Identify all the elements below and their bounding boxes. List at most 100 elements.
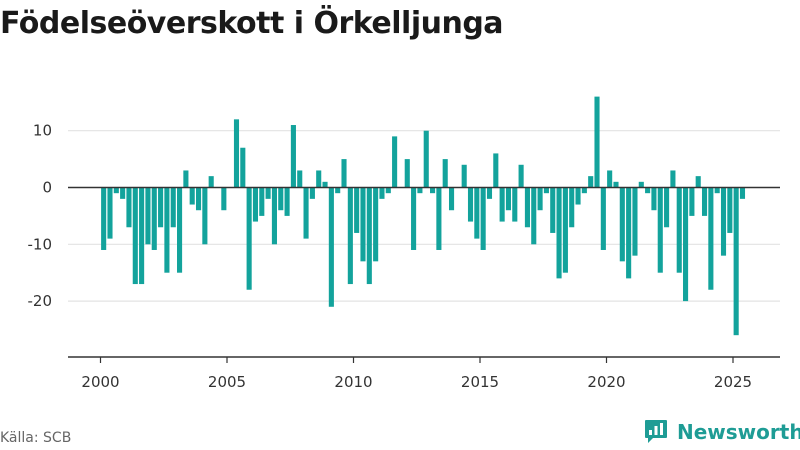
x-tick-label: 2005 xyxy=(208,373,246,391)
bar xyxy=(202,187,208,245)
bar xyxy=(727,187,733,233)
bar xyxy=(151,187,157,250)
bar xyxy=(512,187,518,222)
bar xyxy=(335,187,341,194)
x-tick-labels: 2000 2005 2010 2015 2020 2025 xyxy=(81,357,752,391)
source-note: Källa: SCB xyxy=(0,430,72,446)
bar xyxy=(411,187,417,250)
y-tick-label: 0 xyxy=(42,179,52,197)
bar xyxy=(423,130,429,188)
bar xyxy=(322,181,328,188)
y-tick-label: -20 xyxy=(28,292,53,310)
x-tick-label: 2025 xyxy=(714,373,752,391)
bar xyxy=(145,187,151,245)
bar xyxy=(290,125,296,188)
x-tick-label: 2020 xyxy=(587,373,625,391)
bar xyxy=(714,187,720,194)
x-tick-label: 2000 xyxy=(81,373,119,391)
y-tick-labels: -20 -10 0 10 xyxy=(28,122,53,310)
bar xyxy=(328,187,334,307)
bar xyxy=(385,187,391,194)
newsworthy-logo: Newsworthy xyxy=(644,419,800,445)
bar xyxy=(581,187,587,194)
bar xyxy=(518,164,524,188)
bar xyxy=(139,187,145,285)
bar xyxy=(524,187,530,228)
bar xyxy=(695,176,701,188)
bar xyxy=(373,187,379,262)
chart-title: Födelseöverskott i Örkelljunga xyxy=(0,6,504,41)
bar xyxy=(208,176,214,188)
bar xyxy=(284,187,290,216)
bar xyxy=(417,187,423,194)
bar xyxy=(132,187,138,285)
bar xyxy=(278,187,284,211)
bar xyxy=(613,181,619,188)
bar xyxy=(158,187,164,228)
bar xyxy=(170,187,176,228)
bar xyxy=(436,187,442,250)
x-tick-label: 2010 xyxy=(334,373,372,391)
brand-name: Newsworthy xyxy=(677,420,800,444)
bar xyxy=(303,187,309,239)
bar xyxy=(701,187,708,216)
bar xyxy=(233,119,240,188)
bar xyxy=(240,147,246,188)
bar xyxy=(316,170,322,188)
bar xyxy=(556,187,562,279)
bar xyxy=(670,170,676,188)
bars xyxy=(101,96,746,336)
x-tick-label: 2015 xyxy=(461,373,499,391)
bar xyxy=(259,187,265,216)
bar xyxy=(252,187,259,222)
y-tick-label: 10 xyxy=(33,122,52,140)
bar xyxy=(486,187,493,199)
bar xyxy=(575,187,581,205)
bar xyxy=(126,187,132,228)
bar xyxy=(404,159,410,188)
bar xyxy=(619,187,625,262)
bar xyxy=(442,159,448,188)
newsworthy-logo-icon xyxy=(645,420,667,443)
bar xyxy=(461,164,467,188)
bar xyxy=(531,187,537,245)
bar xyxy=(505,187,512,211)
bar xyxy=(246,187,252,290)
bar xyxy=(569,187,575,228)
bar xyxy=(607,170,613,188)
bar xyxy=(480,187,486,250)
bar xyxy=(107,187,113,239)
bar xyxy=(594,96,600,188)
bar xyxy=(265,187,271,199)
bar xyxy=(448,187,455,211)
bar xyxy=(221,187,227,211)
bar xyxy=(720,187,727,256)
bar xyxy=(195,187,202,211)
bar xyxy=(689,187,695,216)
bar xyxy=(297,170,303,188)
bar xyxy=(493,153,499,188)
bar xyxy=(474,187,480,239)
bar xyxy=(676,187,682,273)
bar xyxy=(177,187,183,273)
bar xyxy=(683,187,689,302)
bar xyxy=(562,187,568,273)
bar xyxy=(664,187,670,228)
bar xyxy=(645,187,651,194)
bar xyxy=(588,176,594,188)
bar xyxy=(113,187,119,194)
bar xyxy=(189,187,195,205)
bar xyxy=(467,187,474,222)
bar xyxy=(430,187,436,194)
bar xyxy=(550,187,556,233)
bar xyxy=(379,187,385,199)
y-tick-label: -10 xyxy=(28,235,53,253)
bar xyxy=(164,187,170,273)
bar xyxy=(632,187,638,256)
bar xyxy=(360,187,366,262)
bar xyxy=(708,187,714,290)
bar xyxy=(543,187,549,194)
bar xyxy=(271,187,277,245)
bar xyxy=(354,187,360,233)
